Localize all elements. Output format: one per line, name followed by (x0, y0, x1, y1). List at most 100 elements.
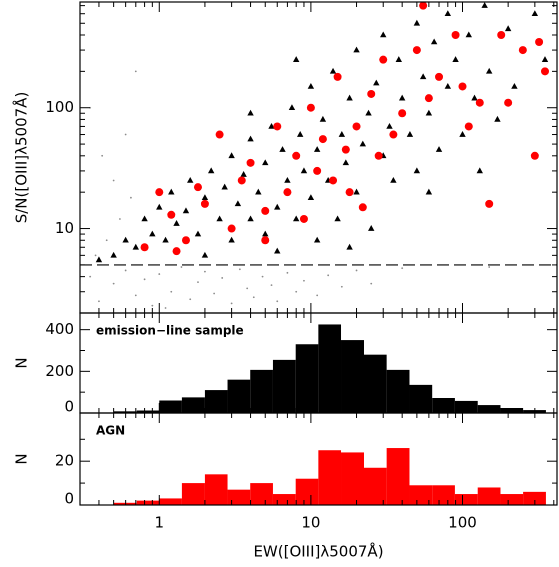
triangle-point (319, 115, 327, 122)
faint-point (130, 196, 132, 199)
triangle-point (149, 230, 156, 237)
triangle-point (541, 56, 549, 62)
histogram-bar (477, 405, 501, 413)
agn-point (518, 46, 527, 55)
faint-point (170, 290, 173, 293)
histogram-bar (454, 400, 478, 413)
faint-point (252, 296, 255, 299)
y-tick-label: 0 (64, 398, 74, 416)
histogram-bar (386, 369, 410, 413)
faint-point (295, 290, 298, 293)
triangle-point (262, 230, 269, 237)
triangle-point (386, 122, 393, 129)
triangle-point (353, 46, 360, 53)
agn-point (358, 203, 367, 212)
triangle-point (459, 131, 466, 137)
triangle-point (255, 188, 262, 195)
agn-point (464, 122, 473, 131)
triangle-point (156, 203, 163, 210)
triangle-point (221, 183, 228, 190)
triangle-point (413, 167, 421, 174)
agn-point (485, 199, 494, 208)
triangle-point (194, 230, 202, 237)
faint-point (143, 278, 146, 281)
triangle-point (296, 131, 304, 137)
triangle-point (430, 38, 438, 45)
histogram-bar (204, 390, 228, 413)
triangle-point (338, 131, 346, 137)
triangle-point (413, 19, 421, 26)
faint-point (213, 292, 216, 295)
faint-point (355, 269, 358, 272)
histogram-bar (477, 487, 501, 505)
agn-point (530, 151, 539, 160)
y-axis-label: S/N([OIII]λ5007Å) (12, 92, 31, 224)
agn-point (306, 103, 315, 112)
histogram-bar (159, 400, 182, 413)
triangle-point (110, 251, 117, 258)
faint-point (286, 271, 289, 274)
agn-point (475, 98, 484, 107)
histogram-bar (363, 354, 387, 413)
histogram-bar (272, 494, 296, 505)
triangle-point (419, 73, 427, 80)
triangle-point (168, 188, 175, 195)
triangle-point (288, 104, 296, 111)
agn-point (140, 243, 149, 252)
histogram-bar (386, 448, 410, 505)
faint-point (180, 266, 183, 268)
histogram-bar (341, 452, 364, 505)
triangle-point (444, 82, 452, 89)
triangle-point (359, 140, 367, 147)
triangle-point (162, 236, 169, 243)
histogram-bar (181, 483, 205, 505)
faint-point (276, 300, 279, 303)
agn-point (193, 183, 202, 192)
faint-point (124, 269, 127, 272)
histogram-bar (204, 474, 228, 505)
triangle-point (313, 146, 321, 152)
agn-point (379, 55, 388, 64)
triangle-point (398, 94, 406, 101)
faint-point (230, 302, 233, 305)
faint-point (112, 282, 115, 285)
triangle-point (201, 194, 209, 201)
histogram-bar (409, 384, 433, 413)
agn-point (535, 37, 544, 46)
panel-frame (79, 1, 558, 314)
agn-point (333, 72, 342, 81)
histogram-bar (500, 494, 524, 505)
triangle-point (216, 215, 223, 222)
triangle-point (486, 67, 493, 74)
agn-point (329, 176, 338, 185)
histogram-bar (341, 340, 364, 413)
triangle-point (531, 10, 539, 17)
x-axis-label: EW([OIII]λ5007Å) (253, 542, 383, 561)
agn-point (200, 199, 209, 208)
x-tick-label: 100 (448, 514, 477, 532)
faint-point (238, 268, 241, 271)
faint-point (124, 133, 127, 136)
triangle-point (465, 31, 472, 38)
agn-point (155, 188, 164, 197)
triangle-point (122, 236, 129, 243)
histogram-bar (318, 324, 342, 413)
histogram-bar (432, 485, 455, 505)
histogram-bar (136, 500, 160, 505)
triangle-point (279, 146, 286, 152)
triangle-point (173, 220, 180, 226)
agn-point (237, 176, 246, 185)
agn-point (215, 130, 224, 139)
triangle-point (471, 94, 478, 101)
triangle-point (406, 131, 414, 137)
agn-point (227, 224, 236, 233)
x-tick-label: 10 (301, 514, 320, 532)
faint-point (197, 281, 199, 284)
agn-point (540, 67, 549, 76)
triangle-point (353, 188, 360, 195)
triangle-point (268, 122, 275, 129)
triangle-point (346, 94, 353, 101)
faint-point (134, 70, 137, 73)
triangle-point (240, 171, 247, 177)
faint-point (327, 274, 330, 277)
